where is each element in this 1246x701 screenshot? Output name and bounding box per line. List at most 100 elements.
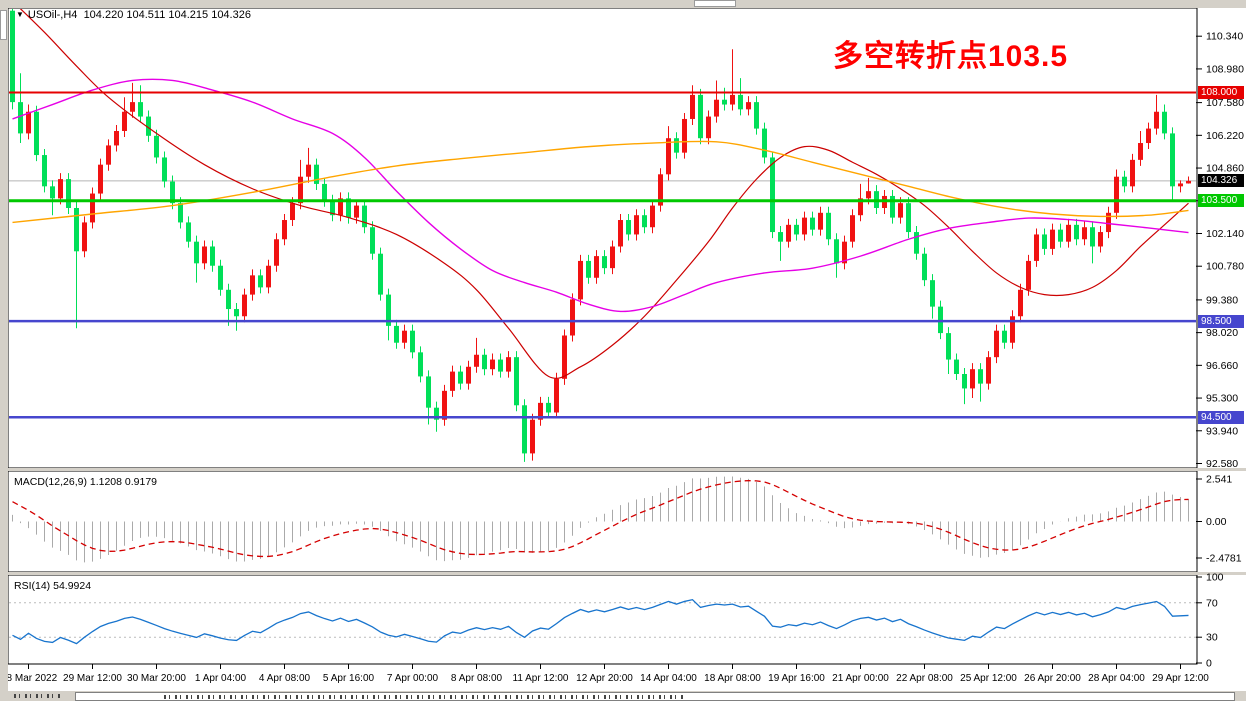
candle-up (530, 419, 535, 454)
time-tick-label: 7 Apr 00:00 (387, 673, 439, 684)
candle-up (730, 94, 735, 105)
candle-up (570, 299, 575, 336)
ma-mid-line (12, 78, 1189, 313)
candle-up (82, 222, 87, 252)
price-badge-94.500: 94.500 (1198, 410, 1244, 424)
macd-name: MACD(12,26,9) (14, 476, 87, 488)
candle-up (490, 359, 495, 370)
candle-up (474, 354, 479, 367)
price-tick-label: 107.580 (1206, 97, 1244, 109)
candle-down (794, 224, 799, 235)
candle-up (818, 212, 823, 230)
time-tick-label: 12 Apr 20:00 (576, 673, 633, 684)
candle-down (586, 260, 591, 278)
candle-down (522, 405, 527, 454)
candle-up (618, 220, 623, 247)
candle-up (802, 217, 807, 235)
candle-down (482, 354, 487, 370)
macd-values: 1.1208 0.9179 (89, 476, 158, 488)
time-tick-label: 1 Apr 04:00 (195, 673, 247, 684)
candle-down (1042, 234, 1047, 249)
top-scrollbar-thumb[interactable] (694, 0, 736, 7)
rsi-scale[interactable]: 100 70 30 0 (1196, 572, 1224, 670)
candle-up (578, 260, 583, 300)
price-tick-label: 108.980 (1206, 63, 1244, 75)
candle-down (218, 265, 223, 290)
candle-down (42, 155, 47, 187)
candle-down (1002, 330, 1007, 343)
price-badge-103.500: 103.500 (1198, 194, 1244, 208)
chart-tabs-strip-clipped[interactable] (0, 691, 1246, 701)
macd-scale-label: -2.4781 (1206, 553, 1242, 565)
candle-down (34, 111, 39, 156)
candle-up (1106, 212, 1111, 233)
time-tick-label: 28 Mar 2022 (1, 673, 58, 684)
candle-up (1066, 224, 1071, 242)
candle-down (410, 330, 415, 353)
candle-up (1098, 232, 1103, 247)
macd-indicator-label: MACD(12,26,9) 1.1208 0.9179 (14, 476, 157, 488)
candle-up (1034, 234, 1039, 261)
candle-down (642, 215, 647, 228)
candle-down (314, 164, 319, 184)
candle-up (842, 241, 847, 264)
ma-fast-line (19, 9, 1189, 379)
candle-up (442, 390, 447, 420)
macd-scale[interactable]: 2.541 0.00 -2.4781 (1196, 474, 1242, 565)
macd-panel[interactable] (7, 470, 1198, 573)
candle-up (1010, 316, 1015, 343)
price-scale[interactable]: 110.340 108.980 107.580 106.220 104.860 102.1… (1196, 31, 1244, 470)
candle-up (122, 111, 127, 131)
candle-down (258, 275, 263, 288)
panel-splitter[interactable] (0, 468, 1246, 471)
candle-up (26, 111, 31, 134)
candle-up (650, 205, 655, 228)
ma-slow-line (12, 140, 1189, 224)
price-tick-label: 110.340 (1206, 31, 1243, 43)
candle-up (858, 198, 863, 216)
ohlc-readout: 104.220 104.511 104.215 104.326 (83, 9, 251, 21)
main-chart-panel[interactable] (7, 7, 1198, 469)
candle-down (922, 253, 927, 281)
candle-up (1186, 180, 1191, 184)
chinese-annotation-text: 多空转折点103.5 (833, 40, 1069, 73)
chart-tabs-box[interactable] (75, 692, 1235, 701)
candle-down (66, 179, 71, 208)
candle-up (1154, 111, 1159, 129)
candle-down (362, 205, 367, 228)
candle-up (106, 145, 111, 165)
price-badge-98.500: 98.500 (1198, 314, 1244, 328)
candle-up (242, 294, 247, 317)
time-tick-label: 28 Apr 04:00 (1088, 673, 1145, 684)
candle-down (226, 289, 231, 310)
candle-up (282, 220, 287, 240)
left-scrollbar-thumb[interactable] (0, 10, 7, 40)
candle-down (194, 241, 199, 264)
candle-down (626, 220, 631, 235)
symbol-timeframe-label: USOil-,H4 (27, 9, 78, 21)
candle-down (1058, 229, 1063, 242)
rsi-indicator-label: RSI(14) 54.9924 (14, 580, 91, 592)
candle-up (706, 116, 711, 139)
panel-splitter[interactable] (0, 572, 1246, 575)
candle-up (1138, 143, 1143, 160)
candle-down (178, 203, 183, 223)
candle-up (594, 256, 599, 278)
price-tick-label: 99.380 (1206, 294, 1238, 306)
time-tick-label: 29 Apr 12:00 (1152, 673, 1209, 684)
candle-down (954, 359, 959, 375)
time-tick-label: 18 Apr 08:00 (704, 673, 761, 684)
price-tick-label: 100.780 (1206, 261, 1244, 273)
candle-up (338, 198, 343, 216)
candle-up (746, 102, 751, 110)
rsi-panel[interactable] (7, 574, 1198, 665)
candle-down (146, 116, 151, 136)
tab-labels-fragment (164, 695, 684, 699)
price-tick-label: 106.220 (1206, 130, 1244, 142)
chevron-down-icon[interactable]: ▼ (16, 10, 24, 19)
candle-up (666, 138, 671, 175)
time-tick-label: 22 Apr 08:00 (896, 673, 953, 684)
time-axis[interactable]: 28 Mar 2022 29 Mar 12:00 30 Mar 20:00 1 Apr… (1, 664, 1209, 684)
